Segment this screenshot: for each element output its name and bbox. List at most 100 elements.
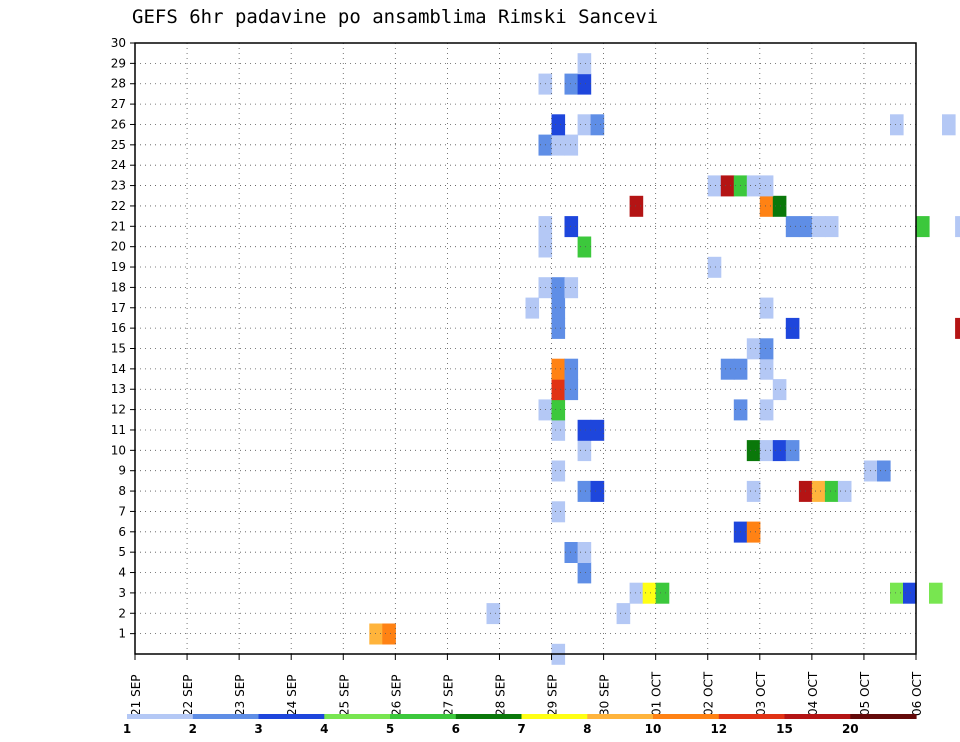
precip-cell — [590, 419, 605, 441]
y-tick-label: 14 — [111, 362, 126, 376]
colorbar-label: 15 — [776, 722, 793, 736]
precip-cell — [811, 480, 826, 502]
precip-cell — [772, 440, 787, 462]
y-tick-label: 29 — [111, 56, 126, 70]
precip-cell — [720, 175, 735, 197]
y-tick-label: 21 — [111, 219, 126, 233]
y-tick-label: 30 — [111, 36, 126, 50]
y-tick-label: 1 — [118, 627, 126, 641]
colorbar-label: 3 — [254, 722, 262, 736]
precip-cell — [577, 440, 592, 462]
precip-cell — [785, 440, 800, 462]
colorbar-segment — [521, 714, 588, 719]
precip-cell — [746, 175, 761, 197]
y-tick-label: 13 — [111, 382, 126, 396]
x-axis: 21 SEP 22 SEP 23 SEP 24 SEP 25 SEP 26 SEP 27 S… — [129, 654, 924, 716]
precip-cell — [759, 358, 774, 380]
y-tick-label: 22 — [111, 199, 126, 213]
x-tick-label: 30 SEP — [598, 674, 612, 716]
precip-cell — [746, 338, 761, 360]
precip-cell — [629, 195, 644, 217]
precip-cell — [746, 521, 761, 543]
precip-cell — [877, 460, 891, 482]
precip-cell — [577, 236, 592, 258]
colorbar-label: 2 — [189, 722, 197, 736]
colorbar-segment — [127, 714, 194, 719]
precip-cell — [590, 114, 605, 136]
x-tick-label: 29 SEP — [546, 674, 560, 716]
precip-cell — [564, 73, 579, 95]
precip-cell — [811, 216, 826, 238]
x-tick-label: 23 SEP — [233, 674, 247, 716]
precip-cell — [642, 582, 657, 604]
colorbar-label: 8 — [583, 722, 591, 736]
x-tick-label: 03 OCT — [754, 671, 768, 716]
y-tick-label: 3 — [118, 586, 126, 600]
precip-cell — [577, 419, 592, 441]
y-tick-label: 4 — [118, 566, 126, 580]
precip-cell — [551, 114, 566, 136]
colorbar-label: 6 — [452, 722, 460, 736]
y-tick-label: 6 — [118, 525, 126, 539]
colorbar-label: 7 — [517, 722, 525, 736]
colorbar-label: 12 — [710, 722, 727, 736]
grid-layer — [135, 42, 916, 654]
precip-cell — [577, 480, 592, 502]
x-tick-label: 22 SEP — [181, 674, 195, 716]
y-tick-label: 2 — [118, 606, 126, 620]
x-tick-label: 04 OCT — [806, 671, 820, 716]
x-tick-label: 02 OCT — [702, 671, 716, 716]
cells-layer — [369, 53, 960, 665]
colorbar-label: 4 — [320, 722, 328, 736]
y-axis: 1234567891011121314151617181920212223242… — [111, 36, 135, 641]
y-tick-label: 26 — [111, 117, 126, 131]
precip-cell — [759, 297, 774, 319]
precip-cell — [551, 134, 566, 156]
precip-cell — [577, 73, 592, 95]
precip-cell — [551, 277, 566, 299]
y-tick-label: 27 — [111, 97, 126, 111]
colorbar-segment — [850, 714, 917, 719]
precip-cell — [590, 480, 605, 502]
y-tick-label: 24 — [111, 158, 126, 172]
precip-cell — [785, 317, 800, 339]
y-tick-label: 12 — [111, 403, 126, 417]
y-tick-label: 19 — [111, 260, 126, 274]
precip-cell — [369, 623, 383, 645]
precip-cell — [942, 114, 956, 136]
x-tick-label: 27 SEP — [441, 674, 455, 716]
precip-cell — [382, 623, 396, 645]
precip-cell — [746, 480, 761, 502]
y-tick-label: 17 — [111, 301, 126, 315]
y-tick-label: 5 — [118, 545, 126, 559]
colorbar-segment — [455, 714, 523, 719]
precip-cell — [564, 379, 579, 401]
x-tick-label: 26 SEP — [389, 674, 403, 716]
precip-cell — [772, 195, 787, 217]
y-tick-label: 28 — [111, 77, 126, 91]
precip-cell — [890, 114, 904, 136]
colorbar: 1 2 3 4 5 6 7 8 10 12 15 20 — [123, 714, 917, 736]
precip-cell — [551, 379, 566, 401]
colorbar-segment — [653, 714, 720, 719]
x-tick-label: 21 SEP — [129, 674, 143, 716]
precip-cell — [551, 501, 566, 523]
precip-cell — [551, 399, 566, 421]
y-tick-label: 11 — [111, 423, 126, 437]
colorbar-segment — [324, 714, 391, 719]
y-tick-label: 8 — [118, 484, 126, 498]
precip-cell — [577, 53, 592, 75]
colorbar-label: 1 — [123, 722, 131, 736]
x-tick-label: 06 OCT — [910, 671, 924, 716]
precip-cell — [916, 216, 930, 238]
precip-cell — [824, 480, 839, 502]
precip-cell — [955, 317, 960, 339]
x-tick-label: 05 OCT — [858, 671, 872, 716]
precip-cell — [577, 562, 592, 584]
precip-cell — [824, 216, 839, 238]
y-tick-label: 25 — [111, 138, 126, 152]
precip-cell — [759, 440, 774, 462]
precip-cell — [551, 460, 566, 482]
colorbar-label: 10 — [645, 722, 662, 736]
